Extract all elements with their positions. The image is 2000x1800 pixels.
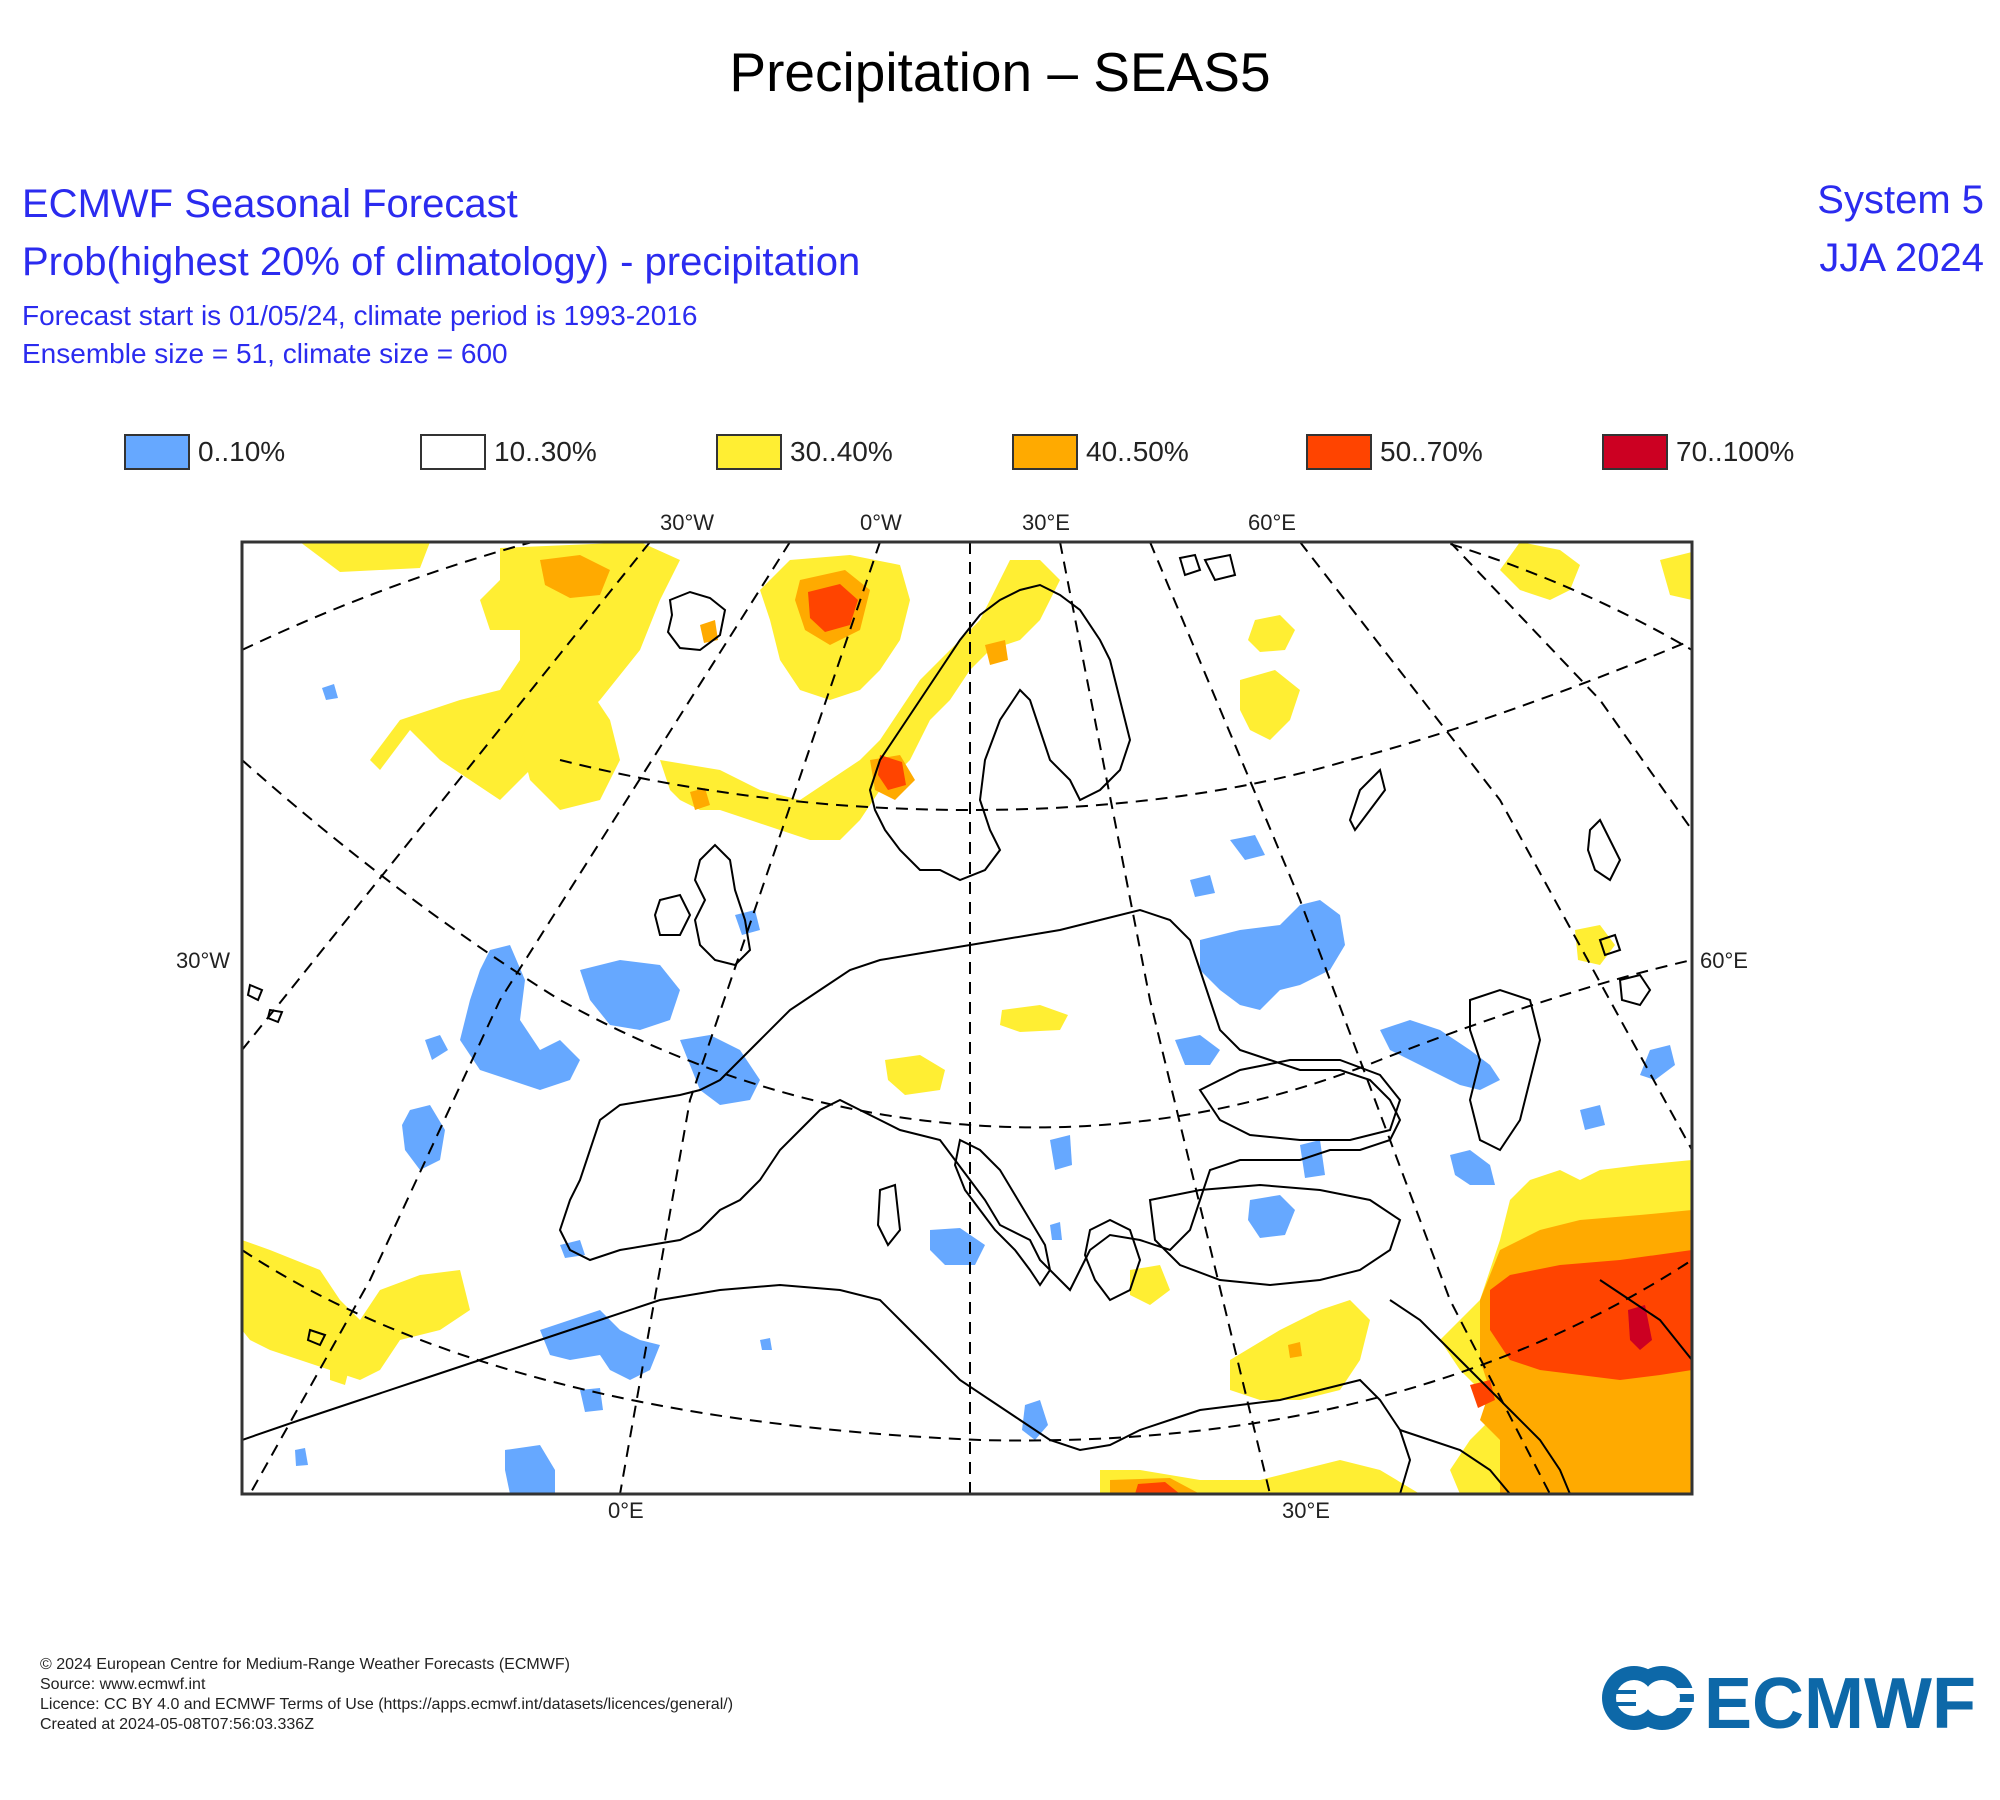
footer-licence: Licence: CC BY 4.0 and ECMWF Terms of Us… [40,1696,734,1713]
coastlines [242,553,1692,1494]
bottom-label: 30°E [1282,1498,1330,1523]
period-label: JJA 2024 [1819,236,1984,280]
footer-copyright: © 2024 European Centre for Medium-Range … [40,1656,570,1673]
graticule [242,542,1692,1494]
legend-item: 50..70% [1306,432,1483,472]
forecast-start-info: Forecast start is 01/05/24, climate peri… [22,300,698,331]
top-label: 0°W [860,510,902,535]
legend-item: 70..100% [1602,432,1794,472]
bottom-label: 0°E [608,1498,644,1523]
prob-70-100-regions [1628,1305,1652,1350]
top-label: 60°E [1248,510,1296,535]
logo-text: ECMWF [1704,1664,1976,1740]
right-label: 60°E [1700,948,1748,973]
left-label: 30°W [176,948,230,973]
legend-swatch [716,434,782,470]
legend-label: 70..100% [1676,436,1795,467]
ensemble-info: Ensemble size = 51, climate size = 600 [22,338,508,369]
legend-swatch [420,434,486,470]
legend-swatch [1012,434,1078,470]
legend-label: 50..70% [1380,436,1483,467]
forecast-variable: Prob(highest 20% of climatology) - preci… [22,240,861,284]
prob-0-10-regions [295,684,1675,1494]
legend-item: 10..30% [420,432,597,472]
legend-label: 10..30% [494,436,597,467]
map-content [242,542,1692,1494]
top-label: 30°E [1022,510,1070,535]
footer-source: Source: www.ecmwf.int [40,1676,206,1693]
legend-swatch [1306,434,1372,470]
legend-swatch [1602,434,1668,470]
legend-label: 30..40% [790,436,893,467]
footer-created: Created at 2024-05-08T07:56:03.336Z [40,1716,314,1733]
page-title: Precipitation – SEAS5 [729,41,1271,103]
prob-30-40-regions [242,542,1692,1494]
legend-item: 30..40% [716,432,893,472]
ecmwf-logo: ECMWF [1602,1664,1976,1740]
legend-label: 40..50% [1086,436,1189,467]
system-label: System 5 [1817,178,1984,222]
legend-item: 40..50% [1012,432,1189,472]
graticule-labels: 30°W 0°W 30°E 60°E 30°W 60°E 0°E 30°E [176,510,1748,1523]
legend-swatch [124,434,190,470]
legend-item: 0..10% [124,432,285,472]
legend-label: 0..10% [198,436,286,467]
map-frame [240,540,1694,1496]
forecast-title: ECMWF Seasonal Forecast [22,182,518,226]
top-label: 30°W [660,510,714,535]
